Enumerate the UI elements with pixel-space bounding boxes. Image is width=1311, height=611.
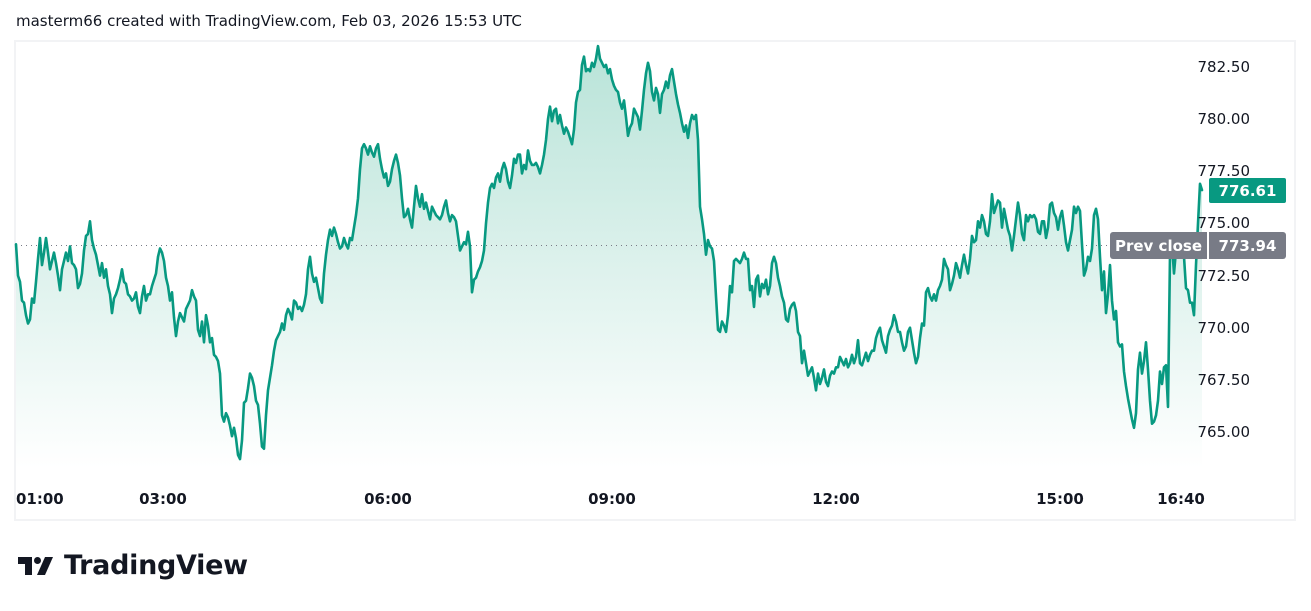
time-tick-label: 03:00 — [139, 490, 187, 508]
time-tick-label: 12:00 — [812, 490, 860, 508]
prev-close-label: Prev close — [1110, 232, 1207, 259]
time-tick-label: 06:00 — [364, 490, 412, 508]
chart-attribution: masterm66 created with TradingView.com, … — [16, 12, 522, 30]
price-area-fill — [16, 46, 1202, 468]
prev-close-value: 773.94 — [1209, 232, 1286, 259]
price-tick-label: 780.00 — [1197, 110, 1251, 129]
tradingview-logo-icon — [18, 556, 53, 575]
price-tick-label: 775.00 — [1197, 214, 1251, 233]
price-tick-label: 765.00 — [1197, 423, 1251, 441]
time-tick-label: 01:00 — [16, 490, 64, 508]
time-tick-label: 09:00 — [588, 490, 636, 508]
price-tick-label: 772.50 — [1197, 266, 1251, 285]
time-tick-label: 15:00 — [1036, 490, 1084, 508]
price-tick-label: 767.50 — [1197, 370, 1251, 389]
tradingview-logo[interactable]: TradingView — [18, 550, 248, 581]
price-line — [14, 44, 1204, 461]
price-tick-label: 782.50 — [1197, 58, 1251, 76]
price-tick-label: 777.50 — [1197, 162, 1251, 181]
tradingview-logo-text: TradingView — [64, 550, 248, 581]
chart-frame — [14, 40, 1296, 521]
last-price-badge: 776.61 — [1209, 178, 1286, 203]
time-tick-label: 16:40 — [1157, 490, 1205, 508]
price-tick-label: 770.00 — [1197, 318, 1251, 337]
